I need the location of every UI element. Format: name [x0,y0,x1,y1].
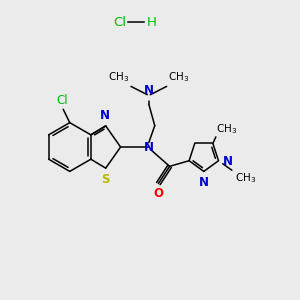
Text: CH$_3$: CH$_3$ [108,70,130,84]
Text: O: O [153,187,163,200]
Text: CH$_3$: CH$_3$ [217,122,238,136]
Text: N: N [100,109,110,122]
Text: N: N [199,176,209,189]
Text: CH$_3$: CH$_3$ [235,171,256,185]
Text: H: H [146,16,156,29]
Text: Cl: Cl [56,94,68,107]
Text: Cl: Cl [113,16,126,29]
Text: N: N [144,84,154,97]
Text: N: N [144,140,154,154]
Text: CH$_3$: CH$_3$ [168,70,189,84]
Text: S: S [101,172,110,186]
Text: N: N [223,155,233,168]
